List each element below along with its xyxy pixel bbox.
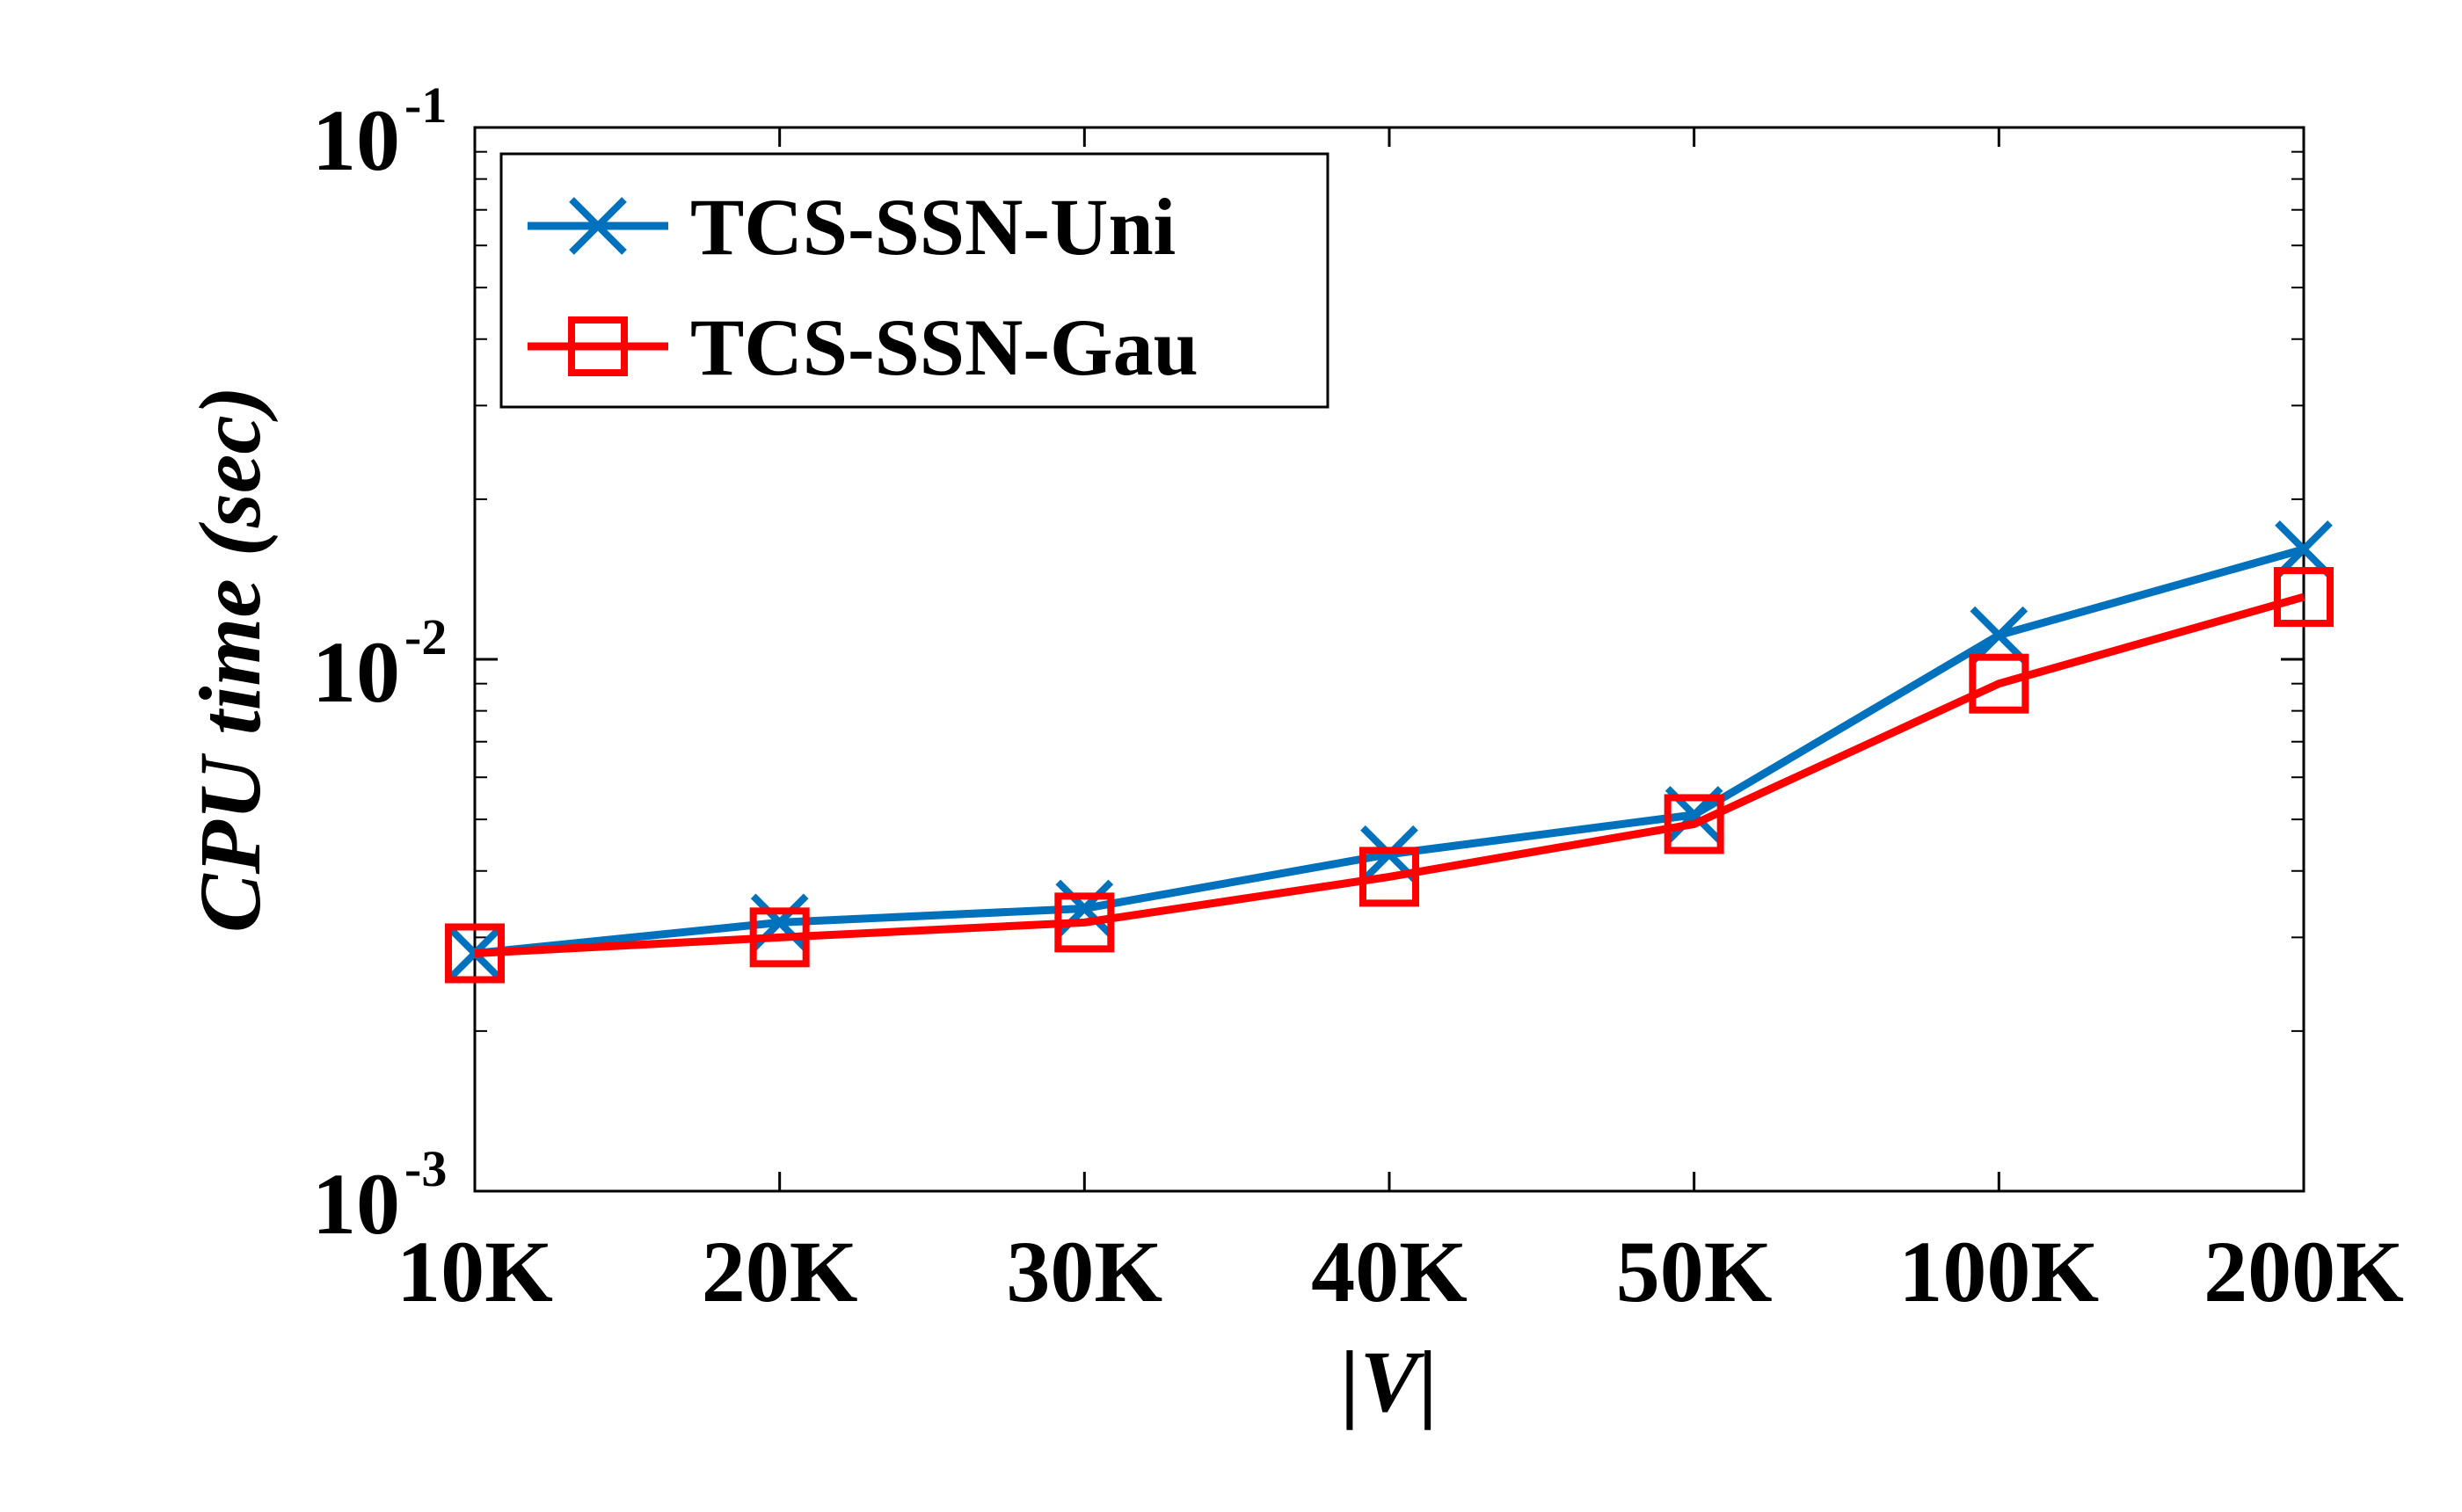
minor-ticks xyxy=(475,150,2304,1032)
data-point-x-marker xyxy=(2275,520,2333,578)
legend-marker xyxy=(568,316,628,376)
y-tick-exponent: -2 xyxy=(404,608,447,665)
data-point-square-marker xyxy=(445,923,505,984)
x-axis-title: |V| xyxy=(1341,1333,1439,1430)
x-axis-ticks: 10K 20K 30K 40K 50K 100K 200K xyxy=(397,127,2404,1320)
x-tick-label: 30K xyxy=(1006,1223,1162,1320)
data-point-square-marker xyxy=(2274,567,2334,628)
data-point-square-marker xyxy=(1054,892,1115,953)
x-tick-label: 100K xyxy=(1898,1223,2099,1320)
series-layer xyxy=(445,520,2334,984)
y-tick-exponent: -1 xyxy=(404,76,447,134)
legend: TCS-SSN-Uni TCS-SSN-Gau xyxy=(499,152,1329,409)
y-axis-title: CPU time (sec) xyxy=(181,386,279,933)
data-point-square-marker xyxy=(1359,847,1419,907)
y-tick-label: 10 xyxy=(312,1155,400,1253)
y-axis-ticks: 10-310-210-1 xyxy=(312,76,2304,1253)
data-point-square-marker xyxy=(749,907,810,968)
y-tick-label: 10 xyxy=(312,91,400,189)
data-point-square-marker xyxy=(1969,653,2029,714)
data-point-square-marker xyxy=(1664,794,1724,854)
x-tick-label: 50K xyxy=(1616,1223,1773,1320)
y-tick-exponent: -3 xyxy=(404,1140,447,1197)
data-point-x-marker xyxy=(1970,606,2029,665)
x-tick-label: 200K xyxy=(2203,1223,2404,1320)
y-tick-label: 10 xyxy=(312,623,400,721)
legend-marker xyxy=(569,197,627,255)
legend-label: TCS-SSN-Uni xyxy=(690,182,1176,272)
x-tick-label: 10K xyxy=(397,1223,553,1320)
x-tick-label: 40K xyxy=(1311,1223,1468,1320)
series-2 xyxy=(445,567,2334,984)
legend-box xyxy=(499,152,1329,409)
series-line xyxy=(474,592,2305,957)
legend-label: TCS-SSN-Gau xyxy=(690,302,1198,392)
x-tick-label: 20K xyxy=(702,1223,858,1320)
data-point-x-marker xyxy=(1360,825,1418,883)
